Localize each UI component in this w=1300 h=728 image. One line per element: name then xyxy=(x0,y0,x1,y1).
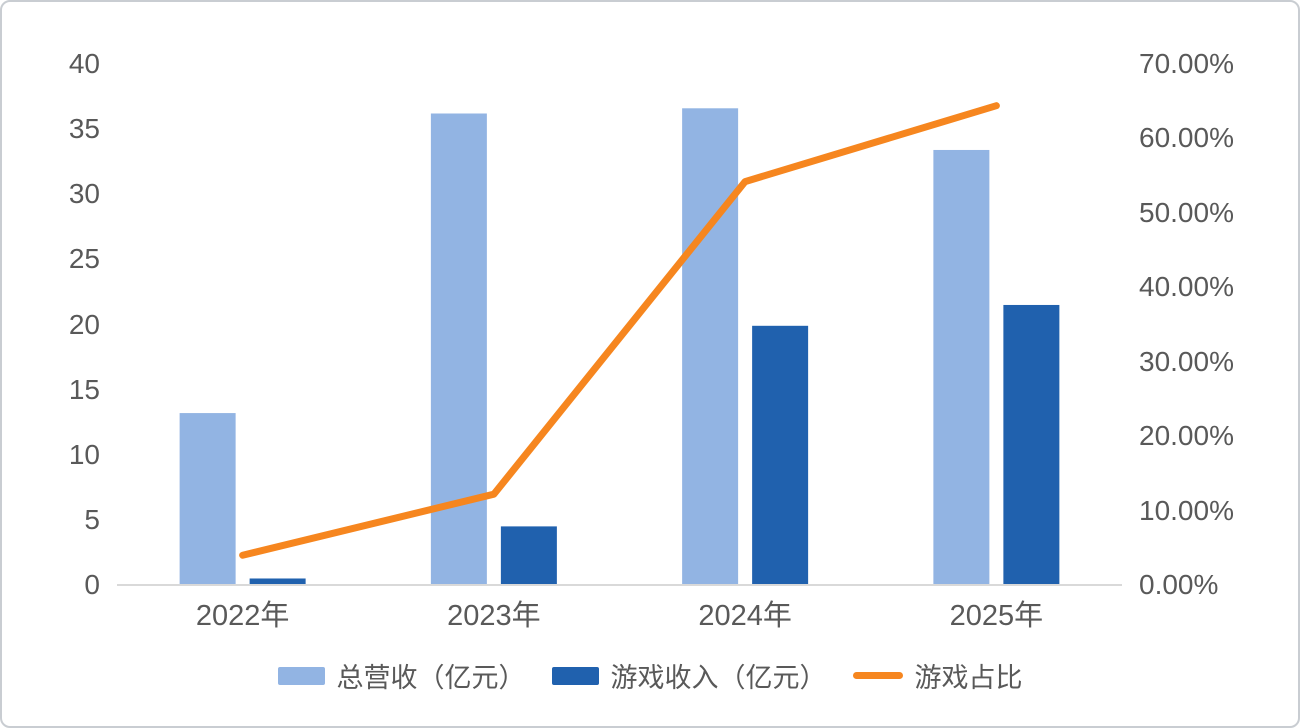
game-revenue-legend-label: 游戏收入（亿元） xyxy=(610,663,827,693)
total-revenue-legend-swatch xyxy=(277,666,325,685)
total-revenue-bar-2025年 xyxy=(933,149,990,585)
game-share-legend-label: 游戏占比 xyxy=(914,663,1023,693)
game-share-line xyxy=(239,102,1000,559)
game-revenue-bar-2024年 xyxy=(752,325,809,585)
game-revenue-bar-2023年 xyxy=(500,526,557,585)
total-revenue-legend-label: 总营收（亿元） xyxy=(336,663,526,693)
game-share-legend-line-icon xyxy=(852,672,903,679)
total-revenue-bar-2024年 xyxy=(682,108,739,585)
legend: 总营收（亿元） 游戏收入（亿元） 游戏占比 xyxy=(2,656,1298,695)
legend-item-game-share: 游戏占比 xyxy=(852,656,1023,695)
total-revenue-bar-2023年 xyxy=(430,113,487,586)
game-revenue-bar-2022年 xyxy=(249,578,306,585)
legend-item-total-revenue: 总营收（亿元） xyxy=(277,656,526,695)
total-revenue-bar-2022年 xyxy=(179,413,236,585)
game-revenue-bar-2025年 xyxy=(1003,304,1060,585)
game-revenue-legend-swatch xyxy=(551,666,599,685)
legend-item-game-revenue: 游戏收入（亿元） xyxy=(551,656,827,695)
